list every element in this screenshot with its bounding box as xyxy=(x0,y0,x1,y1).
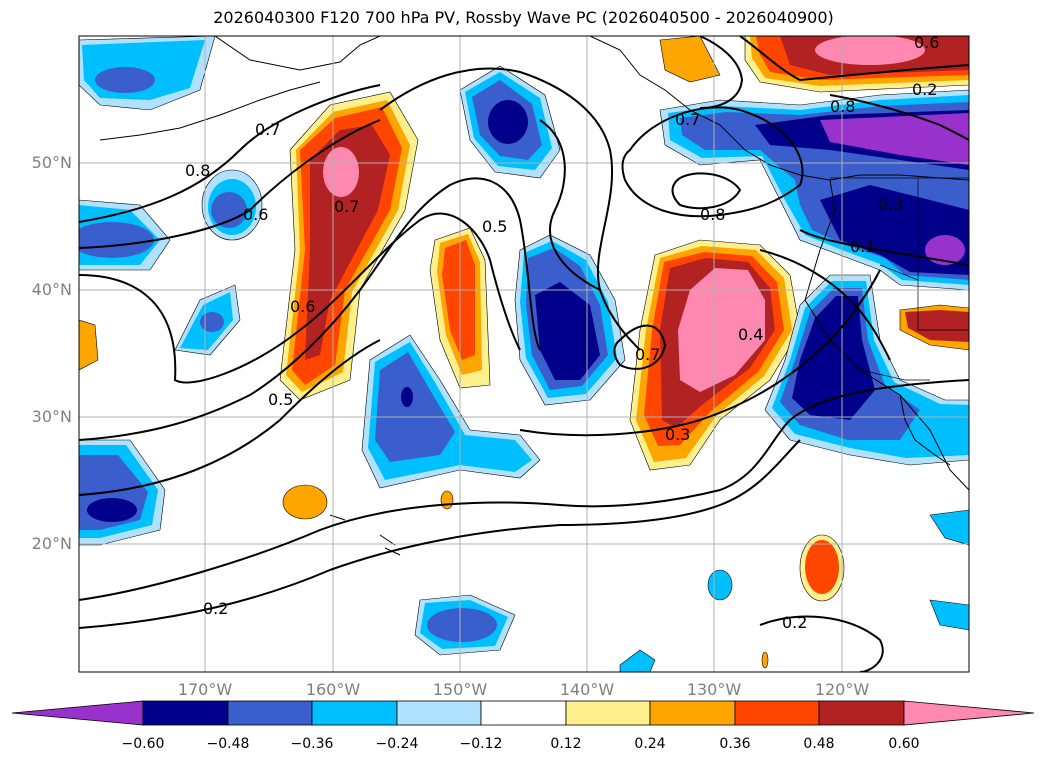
contour-label: 0.3 xyxy=(665,425,690,444)
contour-label: 0.7 xyxy=(635,345,660,364)
contour-label: 0.4 xyxy=(738,325,763,344)
contour-label: 0.6 xyxy=(914,33,939,52)
colorbar-tick-label: 0.12 xyxy=(550,736,582,752)
contour-label: 0.8 xyxy=(185,161,210,180)
colorbar-tick-label: −0.48 xyxy=(206,736,250,752)
colorbar-tick-label: 0.36 xyxy=(719,736,751,752)
colorbar-tick-label: 0.60 xyxy=(888,736,920,752)
contour-label: 0.5 xyxy=(268,390,293,409)
contour-label: 0.1 xyxy=(850,237,875,256)
colorbar-tick-label: −0.12 xyxy=(459,736,503,752)
colorbar-tick-label: 0.24 xyxy=(634,736,666,752)
contour-label: 0.7 xyxy=(334,197,359,216)
contour-label: 0.6 xyxy=(290,297,315,316)
lon-label: 120°W xyxy=(814,680,870,699)
colorbar xyxy=(11,700,1035,726)
lon-label: 140°W xyxy=(559,680,615,699)
lat-label: 50°N xyxy=(31,153,72,172)
lon-label: 170°W xyxy=(177,680,233,699)
contour-labels: 0.8 0.7 0.6 0.7 0.6 0.5 0.5 0.8 0.7 0.8 … xyxy=(185,33,939,632)
colorbar-tick-label: −0.36 xyxy=(290,736,334,752)
colorbar-tick-label: −0.24 xyxy=(375,736,419,752)
contour-label: 0.2 xyxy=(912,80,937,99)
lat-label: 20°N xyxy=(31,534,72,553)
political-borders xyxy=(830,177,969,381)
colorbar-max-extension xyxy=(903,700,1035,726)
contour-label: 0.2 xyxy=(203,599,228,618)
pv-contours xyxy=(79,36,969,672)
map-title: 2026040300 F120 700 hPa PV, Rossby Wave … xyxy=(213,8,834,27)
lon-label: 160°W xyxy=(305,680,361,699)
contour-label: 0.3 xyxy=(878,195,903,214)
colorbar-tick-label: 0.48 xyxy=(803,736,835,752)
colorbar-min-extension xyxy=(11,700,144,726)
lon-label: 130°W xyxy=(686,680,742,699)
contour-label: 0.8 xyxy=(700,205,725,224)
colorbar-tick-label: −0.60 xyxy=(121,736,165,752)
lat-label: 30°N xyxy=(31,407,72,426)
contour-label: 0.7 xyxy=(675,110,700,129)
lat-label: 40°N xyxy=(31,280,72,299)
contour-label: 0.7 xyxy=(255,120,280,139)
contour-label: 0.6 xyxy=(243,205,268,224)
gridlines xyxy=(79,36,969,672)
contour-label: 0.5 xyxy=(482,217,507,236)
map-frame xyxy=(78,35,970,673)
lon-label: 150°W xyxy=(432,680,488,699)
contour-label: 0.2 xyxy=(782,613,807,632)
contour-label: 0.8 xyxy=(830,97,855,116)
